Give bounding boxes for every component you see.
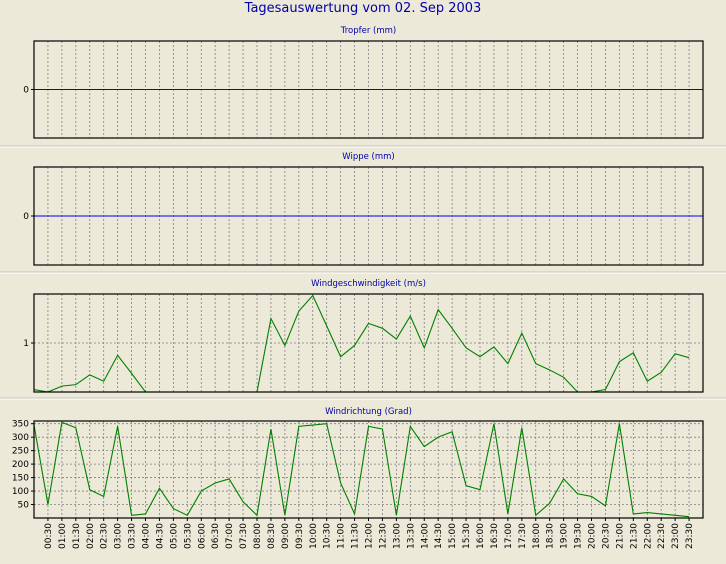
x-tick-label: 19:00 xyxy=(560,523,570,549)
y-tick-label: 100 xyxy=(12,487,29,497)
series-line-1 xyxy=(33,421,690,518)
y-tick-label: 150 xyxy=(12,474,29,484)
page-title: Tagesauswertung vom 02. Sep 2003 xyxy=(244,1,482,16)
x-tick-label: 10:00 xyxy=(309,523,319,549)
chart-panel-1: Tropfer (mm) 0 xyxy=(23,26,704,139)
x-tick-label: 02:00 xyxy=(86,523,96,549)
x-tick-label: 04:00 xyxy=(142,523,152,549)
x-tick-label: 04:30 xyxy=(155,523,165,549)
x-tick-label: 19:30 xyxy=(574,523,584,549)
x-tick-label: 10:30 xyxy=(323,523,333,549)
x-tick-label: 02:30 xyxy=(100,523,110,549)
x-tick-label: 23:00 xyxy=(671,523,681,549)
x-tick-label: 05:30 xyxy=(183,523,193,549)
x-tick-label: 08:30 xyxy=(267,523,277,549)
x-tick-label: 12:00 xyxy=(365,523,375,549)
x-tick-label: 06:30 xyxy=(211,523,221,549)
x-tick-label: 21:30 xyxy=(629,523,639,549)
x-tick-label: 08:00 xyxy=(253,523,263,549)
x-tick-label: 07:00 xyxy=(225,523,235,549)
x-tick-label: 14:00 xyxy=(420,523,430,549)
x-tick-label: 22:30 xyxy=(657,523,667,549)
x-tick-label: 20:30 xyxy=(601,523,611,549)
x-tick-label: 05:00 xyxy=(169,523,179,549)
chart-panel-3: Windgeschwindigkeit (m/s) 1 xyxy=(23,279,704,393)
x-tick-label: 11:30 xyxy=(351,523,361,549)
y-tick-label: 0 xyxy=(23,212,29,222)
x-tick-label: 17:30 xyxy=(518,523,528,549)
x-tick-label: 01:30 xyxy=(72,523,82,549)
x-tick-label: 16:30 xyxy=(490,523,500,549)
x-tick-label: 13:00 xyxy=(392,523,402,549)
chart-title: Windrichtung (Grad) xyxy=(325,407,412,417)
x-tick-label: 13:30 xyxy=(406,523,416,549)
x-tick-label: 15:00 xyxy=(448,523,458,549)
y-tick-label: 250 xyxy=(12,447,29,457)
x-tick-label: 21:00 xyxy=(615,523,625,549)
chart-title: Windgeschwindigkeit (m/s) xyxy=(311,279,426,289)
chart-title: Wippe (mm) xyxy=(342,152,395,162)
y-tick-label: 1 xyxy=(23,339,29,349)
x-tick-label: 20:00 xyxy=(588,523,598,549)
x-tick-label: 03:30 xyxy=(128,523,138,549)
x-tick-label: 00:30 xyxy=(44,523,54,549)
x-tick-label: 18:30 xyxy=(546,523,556,549)
x-tick-label: 06:00 xyxy=(197,523,207,549)
x-tick-label: 12:30 xyxy=(378,523,388,549)
plot-frame xyxy=(33,40,704,139)
plot-frame xyxy=(33,293,704,393)
chart-title: Tropfer (mm) xyxy=(340,26,396,36)
plot-frame xyxy=(33,166,704,266)
x-tick-label: 23:30 xyxy=(685,523,695,549)
x-tick-label: 16:00 xyxy=(476,523,486,549)
x-tick-label: 09:30 xyxy=(295,523,305,549)
x-tick-label: 11:00 xyxy=(337,523,347,549)
x-tick-label: 22:00 xyxy=(643,523,653,549)
x-tick-label: 14:30 xyxy=(434,523,444,549)
chart-panel-4: Windrichtung (Grad) 50 100 150 200 250 300 350 0… xyxy=(12,407,704,549)
y-tick-label: 0 xyxy=(23,86,29,96)
x-tick-label: 15:30 xyxy=(462,523,472,549)
x-tick-label: 01:00 xyxy=(58,523,68,549)
y-tick-label: 300 xyxy=(12,433,29,443)
y-tick-label: 350 xyxy=(12,420,29,430)
x-tick-label: 17:00 xyxy=(504,523,514,549)
x-tick-label: 09:00 xyxy=(281,523,291,549)
chart-panel-2: Wippe (mm) 0 xyxy=(23,152,704,266)
x-tick-label: 03:00 xyxy=(114,523,124,549)
y-tick-label: 200 xyxy=(12,460,29,470)
x-tick-label: 07:30 xyxy=(239,523,249,549)
y-tick-label: 50 xyxy=(18,501,30,511)
x-tick-label: 18:00 xyxy=(532,523,542,549)
